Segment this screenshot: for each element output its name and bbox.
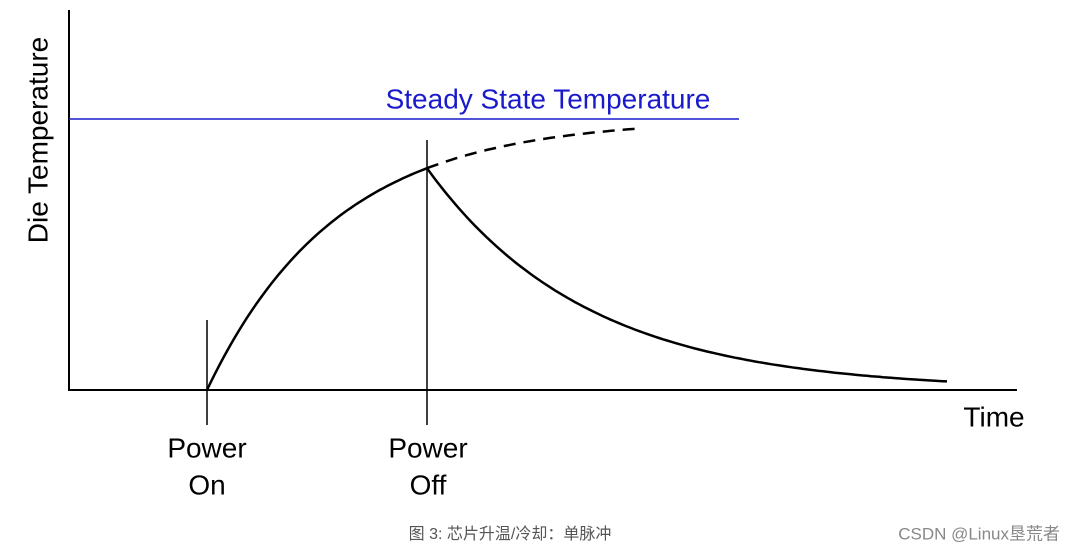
- marker-label: Off: [410, 469, 447, 500]
- x-axis-label: Time: [963, 401, 1024, 432]
- extrapolated-curve: [426, 127, 636, 170]
- caption: 图 3: 芯片升温/冷却：单脉冲: [409, 525, 612, 543]
- marker-label: Power: [388, 432, 467, 463]
- y-axis-label: Die Temperature: [22, 37, 53, 243]
- marker-label: On: [188, 469, 225, 500]
- heating-curve: [205, 167, 428, 391]
- cooling-curve: [425, 167, 948, 383]
- watermark: CSDN @Linux垦荒者: [898, 524, 1060, 543]
- steady-state-label: Steady State Temperature: [386, 83, 711, 114]
- marker-label: Power: [167, 432, 246, 463]
